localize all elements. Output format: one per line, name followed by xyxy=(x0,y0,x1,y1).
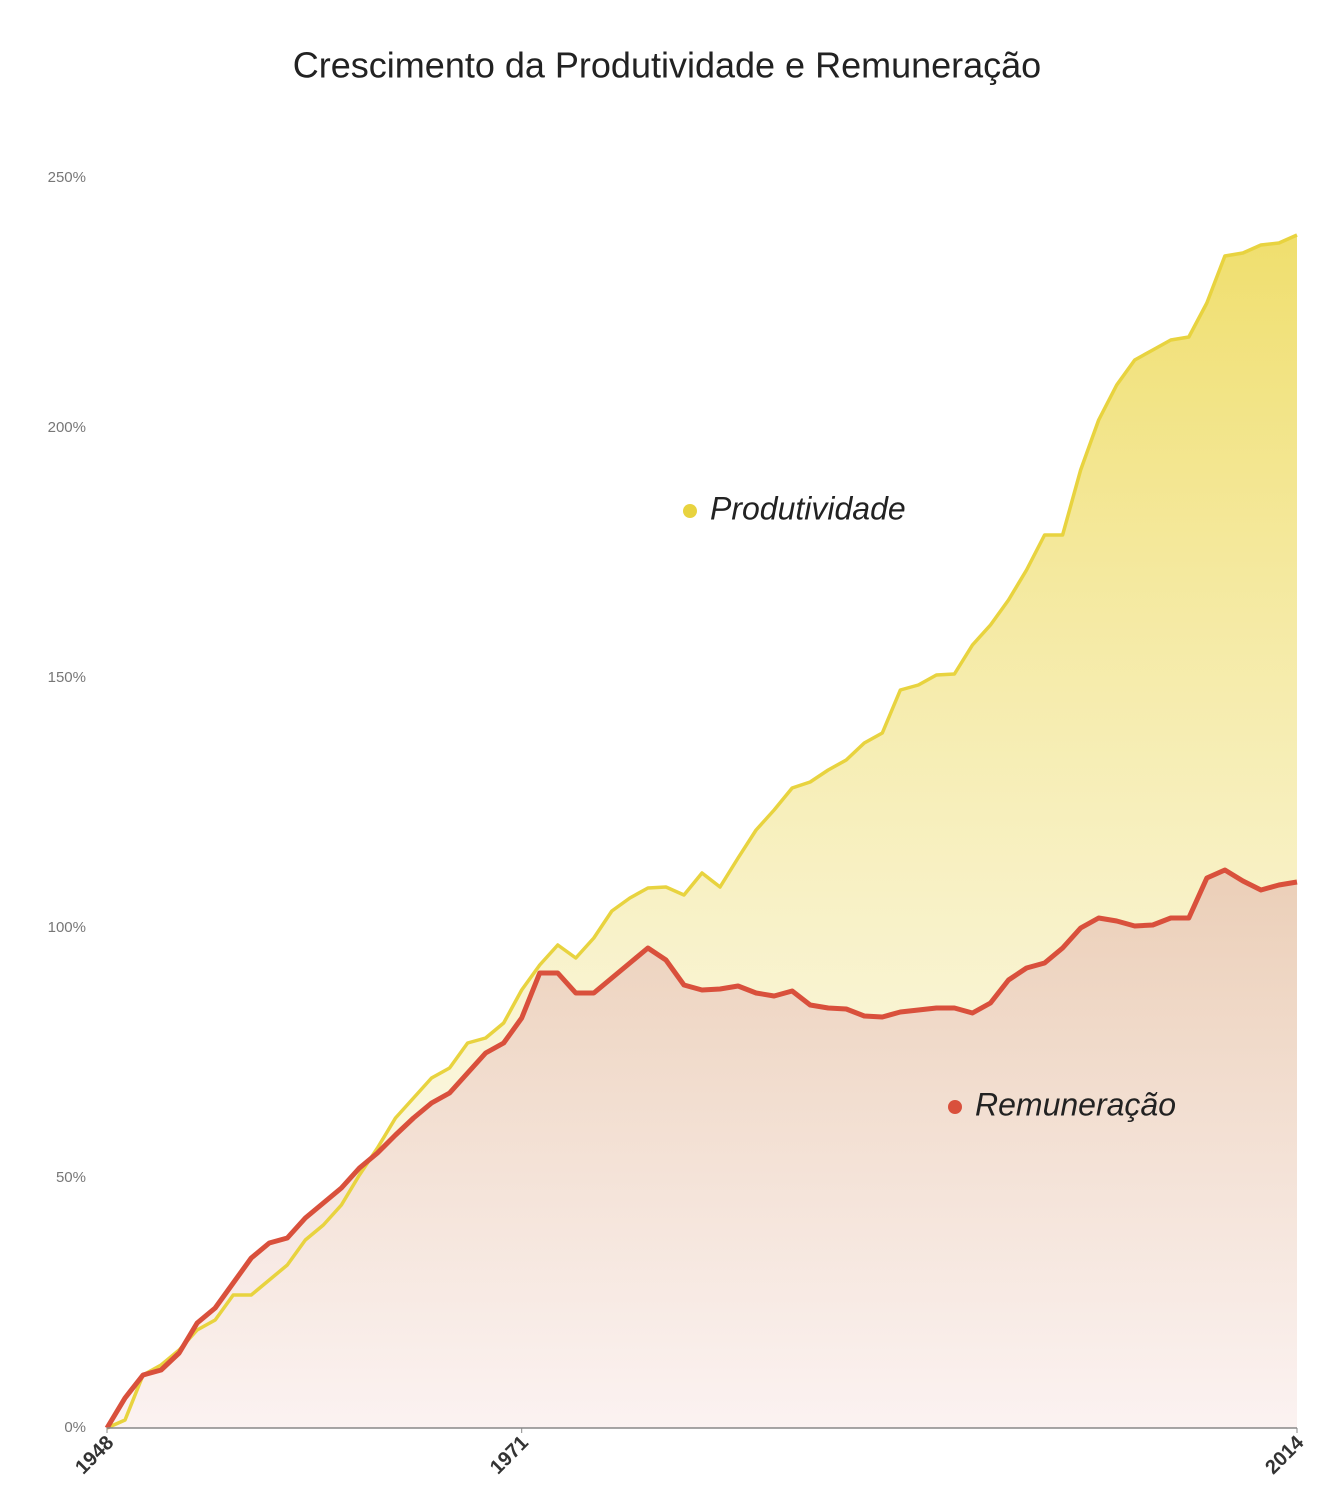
y-tick-label: 50% xyxy=(56,1169,86,1186)
y-tick-label: 0% xyxy=(64,1419,86,1436)
x-tick-label: 1971 xyxy=(486,1432,533,1479)
y-tick-label: 150% xyxy=(48,669,86,686)
x-tick-label: 1948 xyxy=(71,1432,118,1479)
line xyxy=(104,867,1298,1430)
legend-marker xyxy=(683,504,697,518)
line xyxy=(106,233,1298,1430)
legend-label: Remuneração xyxy=(975,1086,1176,1122)
legend-label: Produtividade xyxy=(710,490,906,526)
y-tick-label: 200% xyxy=(48,419,86,436)
y-tick-label: 100% xyxy=(48,919,86,936)
y-tick-label: 250% xyxy=(48,169,86,186)
area xyxy=(107,870,1297,1428)
x-tick-label: 2014 xyxy=(1261,1431,1309,1479)
chart-title: Crescimento da Produtividade e Remuneraç… xyxy=(293,45,1041,86)
legend-marker xyxy=(948,1100,962,1114)
